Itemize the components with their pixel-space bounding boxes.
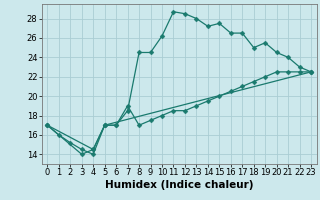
X-axis label: Humidex (Indice chaleur): Humidex (Indice chaleur): [105, 180, 253, 190]
